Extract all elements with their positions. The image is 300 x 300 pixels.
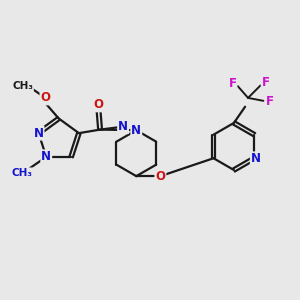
Text: N: N [41,150,51,163]
Text: N: N [251,152,261,165]
Text: F: F [228,77,236,90]
Text: F: F [266,95,274,108]
Text: N: N [118,120,128,133]
Text: O: O [155,169,165,183]
Text: F: F [262,76,270,89]
Text: CH₃: CH₃ [12,81,33,92]
Text: O: O [40,92,50,104]
Text: N: N [34,127,44,140]
Text: N: N [131,124,141,137]
Text: O: O [94,98,103,111]
Text: CH₃: CH₃ [11,168,32,178]
